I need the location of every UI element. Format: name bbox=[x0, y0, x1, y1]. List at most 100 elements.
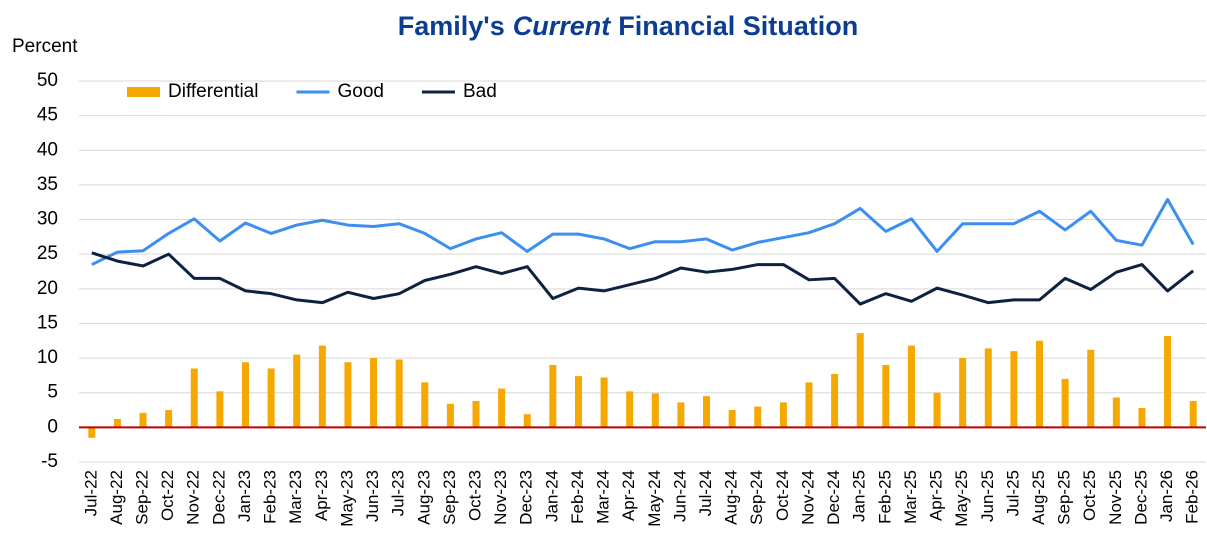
x-tick-label: Oct-25 bbox=[1080, 470, 1099, 521]
y-tick-label: 40 bbox=[37, 139, 58, 160]
x-tick-label: Feb-23 bbox=[261, 470, 280, 524]
x-tick-label: Jun-23 bbox=[363, 470, 382, 522]
bar bbox=[728, 410, 736, 428]
bar bbox=[856, 333, 864, 428]
x-tick-label: Jul-23 bbox=[389, 470, 408, 516]
legend-swatch bbox=[127, 87, 160, 97]
bar bbox=[779, 402, 787, 428]
bar bbox=[267, 368, 275, 428]
x-tick-label: Nov-25 bbox=[1106, 470, 1125, 525]
x-tick-label: Nov-24 bbox=[798, 470, 817, 525]
x-tick-label: Feb-26 bbox=[1183, 470, 1202, 524]
bar bbox=[1112, 397, 1120, 428]
bar bbox=[600, 377, 608, 428]
x-tick-label: Aug-22 bbox=[107, 470, 126, 525]
line bbox=[91, 197, 1195, 266]
x-tick-label: Sep-23 bbox=[440, 470, 459, 525]
x-tick-label: Dec-22 bbox=[209, 470, 228, 525]
x-tick-label: Dec-25 bbox=[1131, 470, 1150, 525]
x-tick-label: Apr-23 bbox=[312, 470, 331, 521]
bar bbox=[549, 365, 557, 428]
x-tick-label: Jan-25 bbox=[850, 470, 869, 522]
legend-label: Good bbox=[337, 81, 383, 102]
y-tick-label: 50 bbox=[37, 70, 58, 91]
bar bbox=[139, 412, 147, 428]
x-tick-label: Jun-25 bbox=[978, 470, 997, 522]
x-tick-label: Jul-22 bbox=[81, 470, 100, 516]
x-tick-label: Feb-25 bbox=[875, 470, 894, 524]
bar bbox=[933, 392, 941, 428]
bar bbox=[216, 391, 224, 428]
x-tick-label: May-24 bbox=[645, 470, 664, 527]
bar bbox=[1036, 340, 1044, 428]
x-tick-label: Apr-25 bbox=[927, 470, 946, 521]
bar bbox=[703, 396, 711, 428]
bar bbox=[677, 402, 685, 428]
bar bbox=[805, 382, 813, 428]
y-tick-label: 35 bbox=[37, 174, 58, 195]
x-tick-label: Nov-22 bbox=[184, 470, 203, 525]
y-tick-label: 15 bbox=[37, 312, 58, 333]
bar bbox=[395, 359, 403, 428]
bar bbox=[370, 358, 378, 428]
bar bbox=[959, 358, 967, 428]
bar bbox=[984, 348, 992, 428]
bar bbox=[318, 345, 326, 428]
bar bbox=[498, 388, 506, 428]
x-tick-label: Mar-24 bbox=[594, 470, 613, 524]
legend-label: Bad bbox=[463, 81, 497, 102]
bar bbox=[1164, 335, 1172, 428]
y-tick-label: 30 bbox=[37, 209, 58, 230]
y-tick-label: 10 bbox=[37, 347, 58, 368]
x-tick-label: Nov-23 bbox=[491, 470, 510, 525]
x-tick-label: Sep-22 bbox=[133, 470, 152, 525]
x-tick-label: Oct-24 bbox=[773, 470, 792, 521]
y-tick-label: 20 bbox=[37, 278, 58, 299]
bar bbox=[1087, 349, 1095, 428]
x-tick-label: May-23 bbox=[337, 470, 356, 527]
bar bbox=[293, 354, 301, 428]
x-tick-label: Mar-23 bbox=[286, 470, 305, 524]
x-tick-label: Jun-24 bbox=[670, 470, 689, 522]
legend-label: Differential bbox=[168, 81, 258, 102]
bar bbox=[1138, 407, 1146, 428]
x-tick-label: Jan-26 bbox=[1157, 470, 1176, 522]
bar bbox=[651, 393, 659, 428]
bar bbox=[421, 382, 429, 428]
bar bbox=[882, 365, 890, 428]
x-tick-label: Jan-23 bbox=[235, 470, 254, 522]
bar bbox=[446, 403, 454, 428]
bar bbox=[626, 391, 634, 428]
x-tick-label: Apr-24 bbox=[619, 470, 638, 521]
x-tick-label: May-25 bbox=[952, 470, 971, 527]
bar bbox=[472, 401, 480, 428]
y-tick-label: 25 bbox=[37, 243, 58, 264]
title-part: Current bbox=[513, 11, 612, 41]
x-tick-label: Dec-24 bbox=[824, 470, 843, 525]
chart-title: Family's Current Financial Situation bbox=[398, 11, 859, 41]
x-tick-label: Aug-25 bbox=[1029, 470, 1048, 525]
bar bbox=[165, 410, 173, 428]
bar bbox=[831, 374, 839, 428]
title-part: Financial Situation bbox=[618, 11, 858, 41]
bar bbox=[1189, 401, 1197, 428]
x-tick-label: Oct-22 bbox=[158, 470, 177, 521]
y-axis-label: Percent bbox=[12, 36, 78, 57]
y-tick-label: 45 bbox=[37, 105, 58, 126]
bar bbox=[190, 368, 198, 428]
bar bbox=[574, 376, 582, 428]
x-tick-label: Mar-25 bbox=[901, 470, 920, 524]
x-tick-label: Aug-23 bbox=[414, 470, 433, 525]
y-tick-label: -5 bbox=[41, 451, 58, 472]
y-tick-label: 0 bbox=[47, 416, 58, 437]
x-tick-label: Aug-24 bbox=[722, 470, 741, 525]
bar bbox=[754, 406, 762, 428]
title-part: Family's bbox=[398, 11, 505, 41]
x-tick-label: Jan-24 bbox=[542, 470, 561, 522]
x-tick-label: Feb-24 bbox=[568, 470, 587, 524]
x-tick-label: Jul-25 bbox=[1003, 470, 1022, 516]
x-tick-label: Sep-25 bbox=[1055, 470, 1074, 525]
x-tick-label: Jul-24 bbox=[696, 470, 715, 516]
bar bbox=[1010, 351, 1018, 428]
